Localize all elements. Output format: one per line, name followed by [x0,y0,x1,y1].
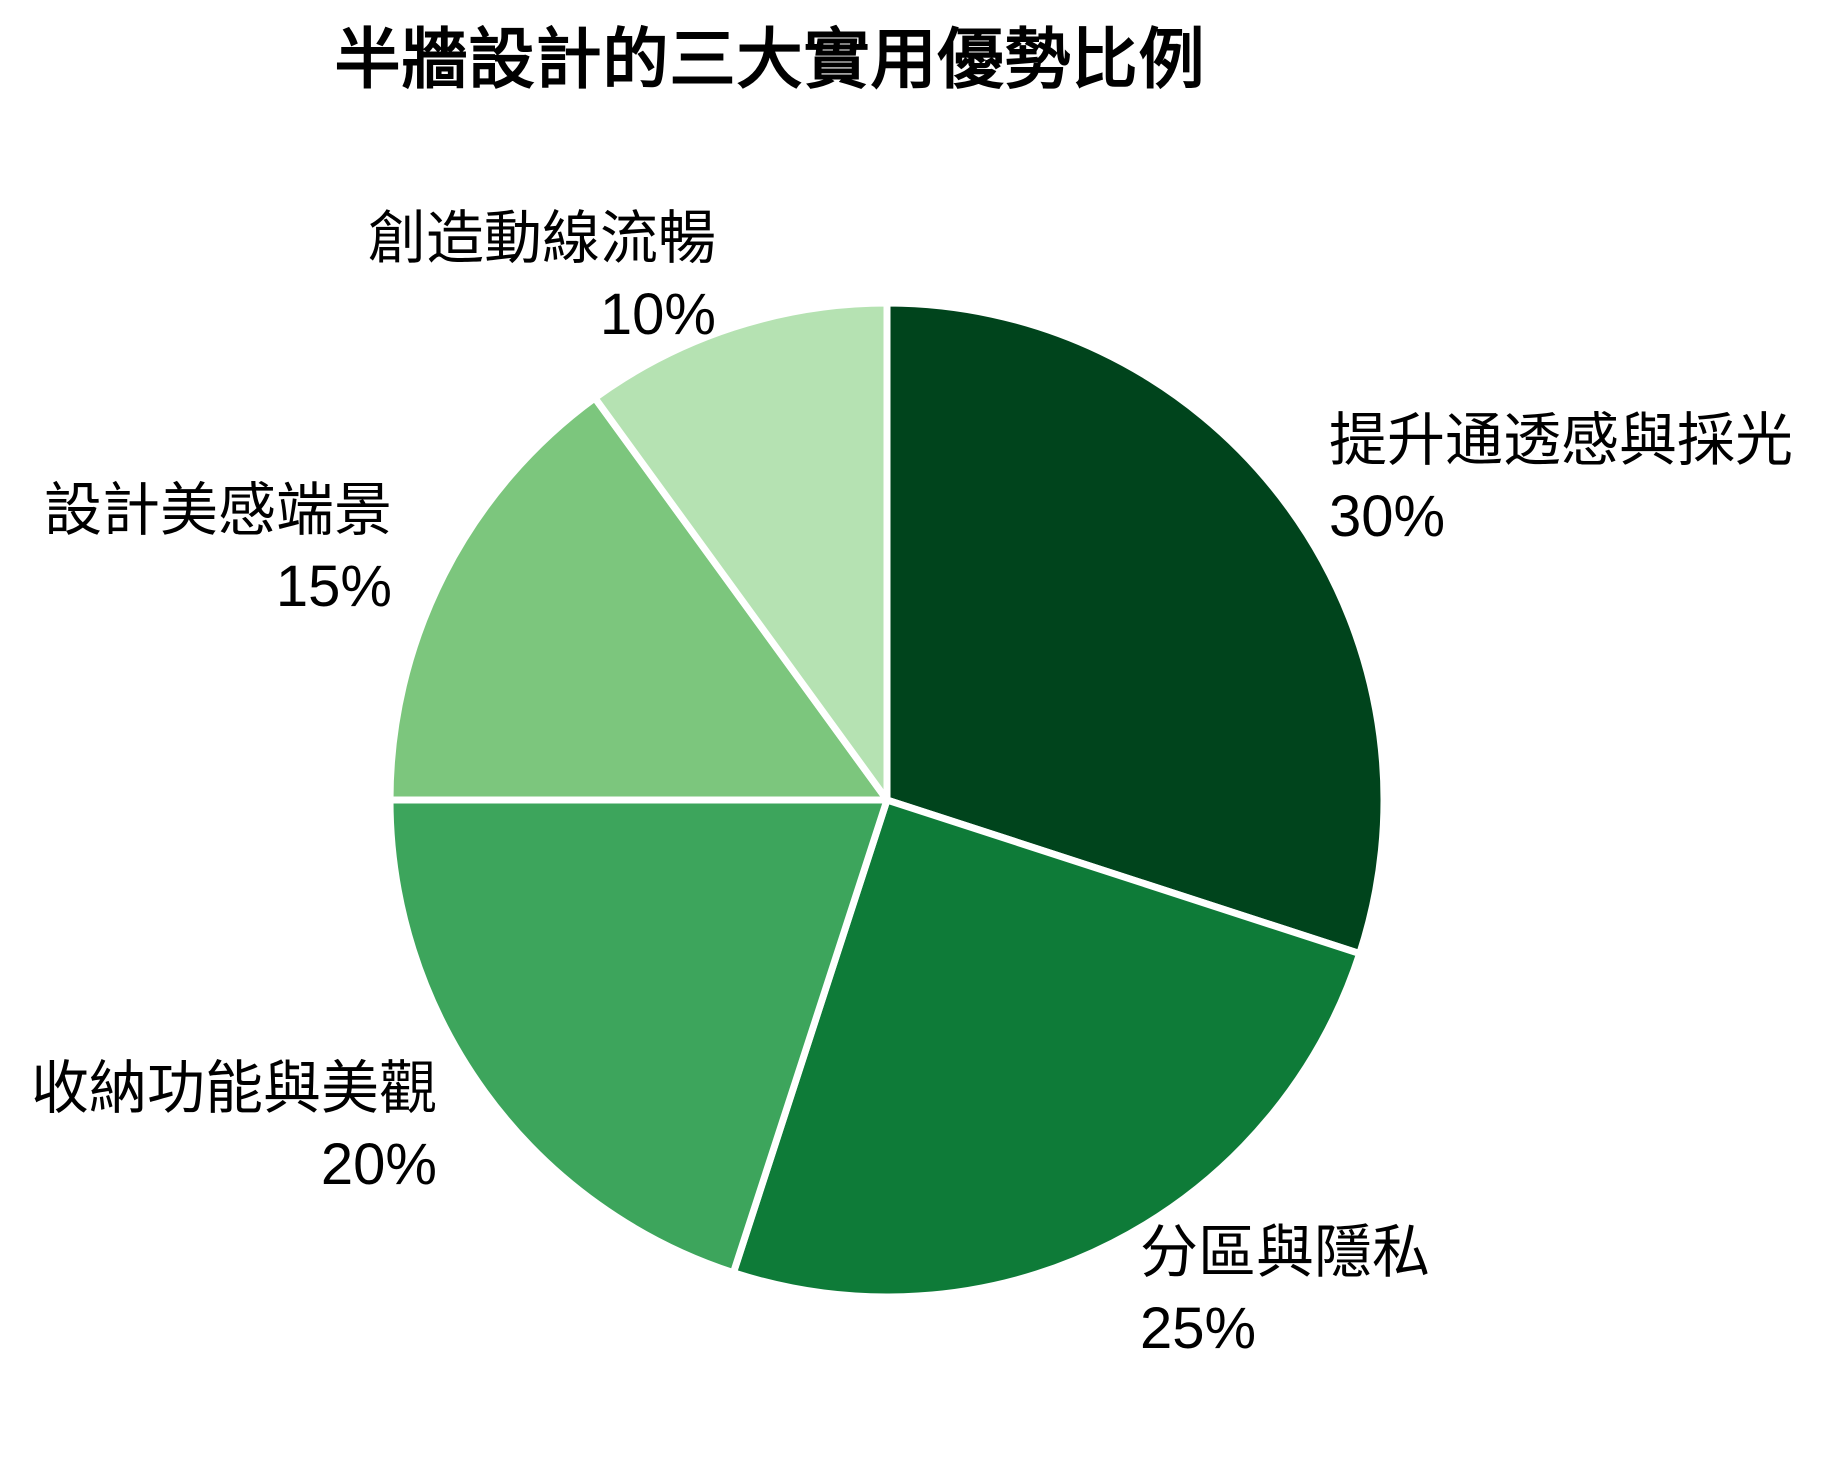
slice-label-pct: 25% [1140,1296,1257,1361]
slice-label-text: 分區與隱私 [1140,1220,1431,1285]
pie-slice-1 [883,299,1388,958]
slice-label-pct: 10% [599,282,716,347]
pie-slice-4 [386,394,891,804]
slice-label-storage: 收納功能與美觀 20% [31,1051,437,1203]
slice-label-pct: 20% [320,1132,437,1197]
slice-label-text: 設計美感端景 [43,478,392,543]
chart-title: 半牆設計的三大實用優勢比例 [334,22,1206,96]
slice-label-pct: 30% [1329,484,1446,549]
pie-slice-5 [591,299,891,804]
slice-label-aesthetic: 設計美感端景 15% [44,473,392,625]
slice-label-text: 創造動線流暢 [367,206,716,271]
pie-slice-2 [729,796,1364,1301]
pie-slice-3 [386,796,891,1277]
slice-label-text: 提升通透感與採光 [1329,408,1794,473]
slice-label-lighting: 提升通透感與採光 30% [1329,403,1793,555]
slice-label-text: 收納功能與美觀 [30,1056,437,1121]
slice-label-privacy: 分區與隱私 25% [1140,1215,1430,1367]
slice-label-pct: 15% [275,554,392,619]
slice-label-flow: 創造動線流暢 10% [368,201,716,353]
